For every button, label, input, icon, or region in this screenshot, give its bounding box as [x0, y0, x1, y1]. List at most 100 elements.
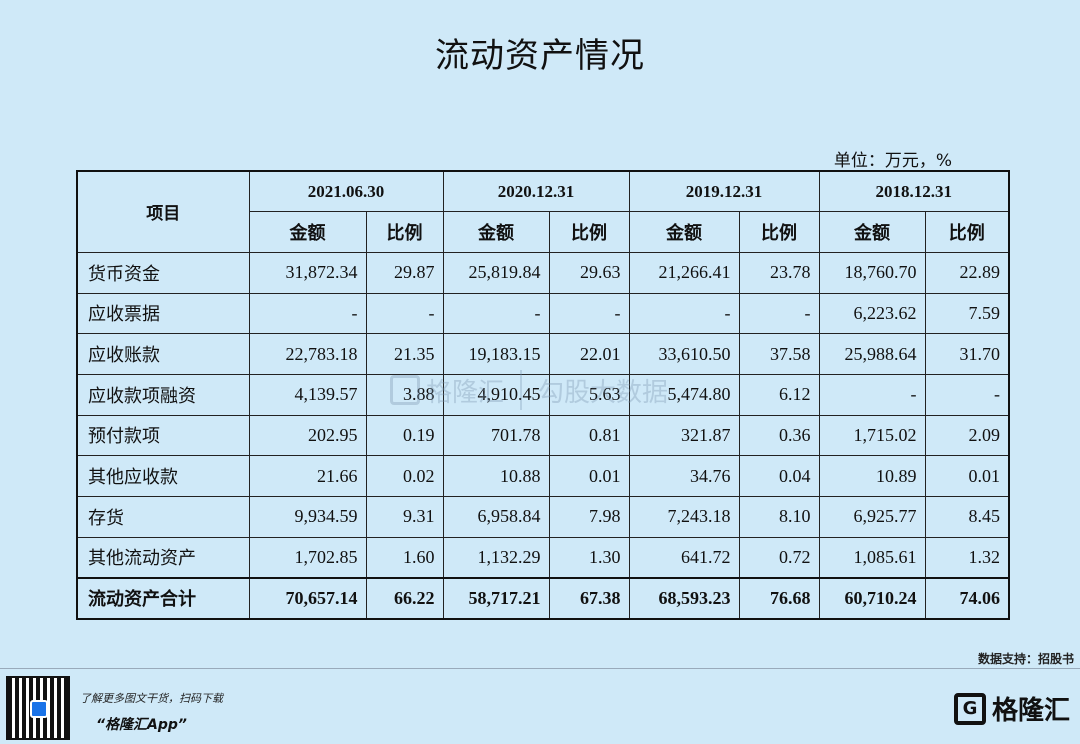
amount-cell: 6,958.84 — [442, 496, 550, 538]
row-label: 应收票据 — [76, 292, 250, 335]
amount-cell: 58,717.21 — [442, 576, 550, 620]
table-row: 应收票据 - - - - - -6,223.62 7.59 — [76, 292, 1010, 335]
ratio-cell: 29.63 — [548, 251, 630, 294]
table-row: 其他应收款 21.66 0.02 10.88 0.01 34.76 0.04 10.89 0.0… — [76, 455, 1010, 497]
ratio-cell: - — [548, 292, 630, 335]
ratio-cell: 0.01 — [548, 455, 630, 497]
table-row: 货币资金 31,872.34 29.87 25,819.84 29.63 21,266.4… — [76, 251, 1010, 294]
period-header: 2018.12.31 — [818, 170, 1010, 213]
amount-cell: 1,715.02 — [818, 414, 926, 457]
row-label: 其他流动资产 — [76, 536, 250, 579]
amount-cell: 22,783.18 — [248, 333, 367, 375]
ratio-cell: 8.10 — [738, 496, 820, 538]
amount-cell: - — [628, 292, 740, 335]
table-row: 应收款项融资 4,139.57 3.88 4,910.45 5.63 5,474.80 6.… — [76, 373, 1010, 416]
ratio-cell: 22.89 — [924, 251, 1010, 294]
ratio-cell: 7.59 — [924, 292, 1010, 335]
amount-cell: 9,934.59 — [248, 496, 367, 538]
qr-code-icon[interactable] — [6, 676, 70, 740]
row-label: 其他应收款 — [76, 455, 250, 497]
ratio-cell: 74.06 — [924, 576, 1010, 620]
amount-cell: 202.95 — [248, 414, 367, 457]
brand-name: 格隆汇 — [991, 696, 1070, 726]
amount-cell: 70,657.14 — [248, 576, 367, 620]
ratio-header: 比例 — [738, 211, 820, 253]
ratio-header: 比例 — [365, 211, 444, 253]
brand-g-icon: G — [953, 692, 986, 725]
ratio-cell: 1.30 — [548, 536, 630, 579]
amount-cell: 1,085.61 — [818, 536, 926, 579]
ratio-cell: - — [365, 292, 444, 335]
ratio-cell: 0.01 — [924, 455, 1010, 497]
amount-header: 金额 — [248, 211, 367, 253]
amount-cell: 60,710.24 — [818, 576, 926, 620]
ratio-cell: 7.98 — [548, 496, 630, 538]
ratio-cell: 0.04 — [738, 455, 820, 497]
amount-cell: 7,243.18 — [628, 496, 740, 538]
table-row: 应收账款 22,783.18 21.35 19,183.15 22.01 33,610.5… — [76, 333, 1010, 375]
ratio-header: 比例 — [548, 211, 630, 253]
amount-cell: 21.66 — [248, 455, 367, 497]
ratio-cell: - — [738, 292, 820, 335]
total-row: 流动资产合计 70,657.14 66.22 58,717.21 67.38 68,593… — [76, 576, 1010, 620]
table-row: 预付款项 202.95 0.19 701.78 0.81 321.87 0.36 1,715.… — [76, 414, 1010, 457]
amount-cell: - — [442, 292, 550, 335]
page-title: 流动资产情况 — [435, 36, 645, 76]
amount-cell: 21,266.41 — [628, 251, 740, 294]
amount-cell: - — [818, 373, 926, 416]
current-assets-table: 项目 2021.06.30 2020.12.31 2019.12.31 2018… — [76, 170, 1010, 620]
amount-cell: 18,760.70 — [818, 251, 926, 294]
period-header: 2019.12.31 — [628, 170, 820, 213]
amount-cell: 31,872.34 — [248, 251, 367, 294]
app-name: “格隆汇App” — [96, 717, 187, 733]
ratio-cell: 1.60 — [365, 536, 444, 579]
ratio-cell: 31.70 — [924, 333, 1010, 375]
amount-cell: 321.87 — [628, 414, 740, 457]
period-header: 2021.06.30 — [248, 170, 444, 213]
row-label: 存货 — [76, 496, 250, 538]
ratio-cell: 2.09 — [924, 414, 1010, 457]
ratio-cell: 0.36 — [738, 414, 820, 457]
amount-cell: 5,474.80 — [628, 373, 740, 416]
ratio-cell: 3.88 — [365, 373, 444, 416]
table-row: 其他流动资产 1,702.85 1.60 1,132.29 1.30 641.72 0.72… — [76, 536, 1010, 579]
amount-cell: 25,819.84 — [442, 251, 550, 294]
ratio-cell: - — [924, 373, 1010, 416]
amount-header: 金额 — [628, 211, 740, 253]
amount-cell: 10.89 — [818, 455, 926, 497]
ratio-cell: 76.68 — [738, 576, 820, 620]
ratio-cell: 66.22 — [365, 576, 444, 620]
amount-cell: 34.76 — [628, 455, 740, 497]
data-source: 数据支持：招股书 — [977, 652, 1074, 666]
amount-cell: 701.78 — [442, 414, 550, 457]
qr-logo-icon — [30, 700, 48, 718]
amount-cell: 33,610.50 — [628, 333, 740, 375]
ratio-cell: 0.81 — [548, 414, 630, 457]
period-header: 2020.12.31 — [442, 170, 630, 213]
ratio-cell: 6.12 — [738, 373, 820, 416]
amount-cell: 1,132.29 — [442, 536, 550, 579]
row-label: 预付款项 — [76, 414, 250, 457]
unit-note: 单位：万元，% — [833, 151, 952, 171]
row-label: 应收款项融资 — [76, 373, 250, 416]
promo-line: 了解更多图文干货，扫码下载 — [80, 692, 223, 705]
amount-cell: 4,910.45 — [442, 373, 550, 416]
amount-cell: 641.72 — [628, 536, 740, 579]
ratio-cell: 0.72 — [738, 536, 820, 579]
amount-cell: 6,925.77 — [818, 496, 926, 538]
brand-logo: G 格隆汇 — [953, 690, 1070, 727]
item-header: 项目 — [76, 170, 250, 253]
ratio-cell: 67.38 — [548, 576, 630, 620]
ratio-cell: 0.19 — [365, 414, 444, 457]
ratio-header: 比例 — [924, 211, 1010, 253]
ratio-cell: 8.45 — [924, 496, 1010, 538]
amount-cell: 68,593.23 — [628, 576, 740, 620]
table-row: 存货 9,934.59 9.31 6,958.84 7.98 7,243.18 8.10 6,… — [76, 496, 1010, 538]
amount-cell: 19,183.15 — [442, 333, 550, 375]
ratio-cell: 9.31 — [365, 496, 444, 538]
footer-divider — [0, 668, 1080, 669]
amount-header: 金额 — [818, 211, 926, 253]
amount-cell: 6,223.62 — [818, 292, 926, 335]
amount-header: 金额 — [442, 211, 550, 253]
ratio-cell: 1.32 — [924, 536, 1010, 579]
